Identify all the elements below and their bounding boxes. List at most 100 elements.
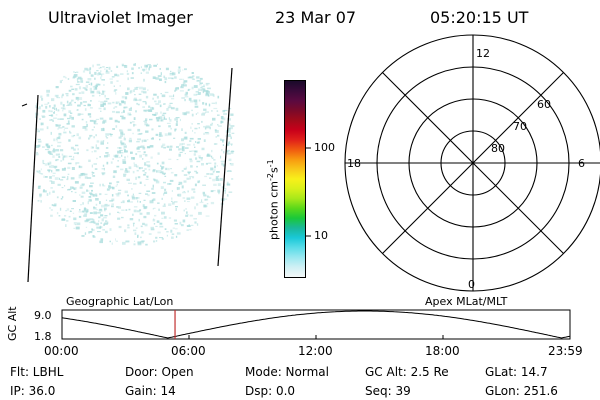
emission-pixel [146, 175, 149, 177]
emission-pixel [133, 182, 137, 185]
emission-pixel [92, 146, 94, 149]
emission-pixel [196, 141, 200, 144]
emission-pixel [75, 71, 79, 73]
emission-pixel [186, 229, 189, 231]
emission-pixel [95, 198, 99, 201]
emission-pixel [160, 93, 162, 95]
emission-pixel [95, 83, 100, 86]
emission-pixel [116, 80, 119, 82]
emission-pixel [42, 109, 46, 113]
emission-pixel [81, 91, 85, 94]
emission-pixel [142, 91, 147, 94]
emission-pixel [50, 114, 54, 117]
emission-pixel [72, 212, 75, 214]
emission-pixel [140, 132, 143, 135]
emission-pixel [69, 210, 72, 212]
emission-pixel [73, 152, 78, 154]
emission-pixel [187, 190, 189, 193]
emission-pixel [179, 144, 181, 147]
emission-pixel [58, 127, 63, 129]
emission-pixel [171, 197, 173, 200]
emission-pixel [86, 189, 89, 192]
emission-pixel [211, 102, 216, 104]
emission-pixel [125, 209, 128, 211]
emission-pixel [89, 119, 94, 122]
emission-pixel [182, 82, 186, 85]
emission-pixel [35, 112, 39, 116]
emission-pixel [63, 129, 65, 131]
emission-pixel [107, 221, 109, 224]
emission-pixel [168, 117, 170, 120]
emission-pixel [73, 74, 78, 77]
emission-pixel [219, 178, 223, 181]
emission-pixel [61, 218, 66, 221]
emission-pixel [67, 176, 69, 179]
emission-pixel [52, 155, 55, 158]
emission-pixel [222, 144, 224, 146]
emission-pixel [124, 65, 128, 68]
emission-pixel [62, 155, 66, 158]
emission-pixel [148, 66, 151, 69]
emission-pixel [89, 67, 92, 70]
emission-pixel [119, 85, 121, 87]
emission-pixel [89, 135, 91, 139]
emission-pixel [194, 150, 198, 153]
emission-pixel [48, 109, 51, 113]
emission-pixel [202, 112, 206, 114]
emission-pixel [36, 152, 38, 154]
emission-pixel [100, 66, 102, 69]
emission-pixel [174, 223, 178, 225]
emission-pixel [195, 157, 198, 160]
emission-pixel [187, 171, 190, 175]
emission-pixel [108, 185, 111, 188]
emission-pixel [138, 167, 141, 170]
emission-pixel [182, 78, 185, 80]
emission-pixel [78, 97, 83, 100]
emission-pixel [115, 240, 118, 242]
emission-pixel [223, 113, 227, 115]
emission-pixel [189, 137, 194, 140]
emission-pixel [164, 77, 168, 81]
emission-pixel [143, 69, 145, 72]
mlat-label-80: 80 [491, 142, 505, 155]
emission-pixel [56, 212, 59, 215]
emission-pixel [120, 131, 124, 135]
emission-pixel [53, 165, 58, 168]
emission-pixel [192, 75, 195, 77]
emission-pixel [193, 153, 196, 156]
emission-pixel [75, 162, 80, 164]
emission-pixel [190, 165, 193, 168]
emission-pixel [53, 138, 56, 142]
emission-pixel [168, 183, 172, 185]
emission-pixel [193, 143, 195, 146]
emission-pixel [59, 80, 62, 84]
emission-pixel [133, 63, 136, 66]
emission-pixel [72, 76, 76, 79]
emission-pixel [91, 228, 95, 232]
emission-pixel [72, 93, 75, 96]
emission-pixel [82, 172, 86, 176]
emission-pixel [100, 70, 102, 73]
emission-pixel [79, 209, 81, 211]
emission-pixel [230, 125, 235, 127]
emission-pixel [50, 187, 53, 189]
emission-pixel [187, 89, 190, 91]
emission-pixel [114, 119, 118, 123]
emission-pixel [130, 89, 133, 93]
emission-pixel [215, 178, 220, 181]
emission-pixel [96, 140, 100, 143]
emission-pixel [199, 83, 202, 86]
emission-pixel [104, 208, 106, 212]
emission-pixel [144, 64, 148, 68]
emission-pixel [57, 118, 61, 120]
emission-pixel [71, 88, 75, 90]
emission-pixel [197, 138, 201, 140]
emission-pixel [213, 159, 216, 161]
emission-pixel [160, 119, 163, 122]
emission-pixel [209, 177, 212, 179]
emission-pixel [55, 160, 58, 162]
emission-pixel [139, 154, 142, 158]
emission-pixel [122, 161, 127, 164]
emission-pixel [133, 97, 137, 100]
emission-pixel [119, 129, 122, 132]
